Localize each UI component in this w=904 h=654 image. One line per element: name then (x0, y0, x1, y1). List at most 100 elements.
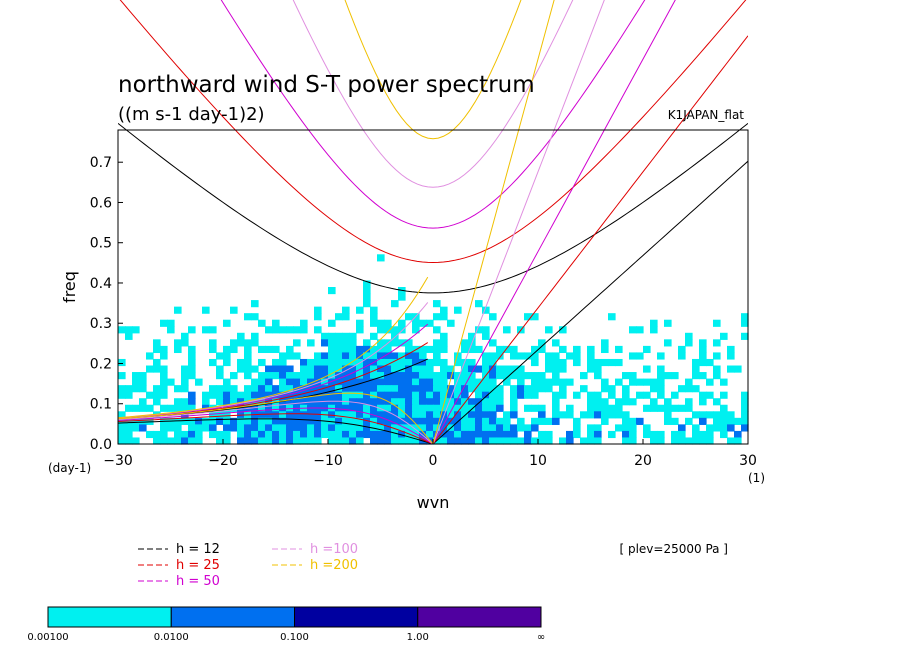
shade-cell (475, 391, 483, 399)
shade-cell (258, 437, 266, 445)
shade-cell (216, 398, 224, 406)
shade-cell (265, 372, 273, 380)
shade-cell (370, 391, 378, 399)
shade-cell (181, 378, 189, 386)
legend-item-h25: h = 25 (138, 558, 220, 573)
shade-cell (265, 326, 273, 334)
shade-cell (405, 398, 413, 406)
shade-cell (426, 411, 434, 419)
shade-cell (223, 352, 231, 360)
shade-cell (671, 372, 679, 380)
colorbar-label: 0.0100 (154, 632, 189, 643)
shade-cell (265, 404, 273, 412)
shade-cell (391, 352, 399, 360)
shade-cell (349, 365, 357, 373)
shade-cell (433, 417, 441, 425)
shade-cell (314, 372, 322, 380)
shade-cell (265, 437, 273, 445)
shade-cell (384, 404, 392, 412)
shade-cell (608, 411, 616, 419)
shade-cell (300, 398, 308, 406)
shade-cell (419, 430, 427, 439)
shade-cell (237, 365, 245, 373)
shade-cell (580, 385, 588, 393)
shade-cell (125, 424, 133, 432)
shade-cell (230, 385, 238, 393)
shade-cell (377, 319, 385, 327)
shade-cell (412, 430, 420, 439)
shade-cell (496, 391, 504, 399)
shade-cell (405, 358, 413, 367)
y-tick-label: 0.2 (90, 356, 112, 372)
shade-cell (293, 352, 301, 360)
shade-cell (482, 358, 490, 367)
shade-cell (559, 385, 567, 393)
shade-cell (475, 385, 483, 393)
shade-cell (349, 404, 357, 412)
shade-cell (202, 398, 210, 406)
shade-cell (405, 385, 413, 393)
shade-cell (440, 345, 448, 354)
shade-cell (363, 358, 371, 367)
shade-cell (223, 430, 231, 439)
shade-cell (475, 398, 483, 406)
shade-cell (622, 417, 630, 425)
shade-cell (475, 417, 483, 425)
shade-cell (272, 319, 280, 327)
shade-cell (321, 424, 329, 432)
shade-cell (328, 372, 336, 380)
shade-cell (587, 391, 595, 399)
shade-cell (209, 358, 217, 367)
shade-cell (118, 326, 126, 334)
shade-cell (538, 437, 546, 445)
shade-cell (489, 358, 497, 367)
shade-cell (426, 358, 434, 367)
shade-cell (342, 365, 350, 373)
shade-cell (468, 411, 476, 419)
shade-cell (342, 306, 350, 314)
shade-cell (426, 385, 434, 393)
shade-cell (391, 326, 399, 334)
shade-cell (510, 365, 518, 373)
shade-cell (139, 424, 147, 432)
shade-cell (741, 404, 749, 412)
shade-cell (678, 424, 686, 432)
shade-cell (181, 398, 189, 406)
shade-cell (356, 352, 364, 360)
shade-cell (356, 372, 364, 380)
shade-cell (209, 430, 217, 439)
shade-cell (468, 430, 476, 439)
shade-cell (125, 437, 133, 445)
shade-cell (643, 404, 651, 412)
shade-cell (601, 385, 609, 393)
shade-cell (356, 391, 364, 399)
shade-cell (125, 332, 133, 340)
shade-cell (335, 398, 343, 406)
x-tick-label: 30 (739, 453, 757, 469)
shade-cell (223, 358, 231, 367)
shade-cell (482, 365, 490, 373)
shade-cell (356, 326, 364, 334)
shade-cell (433, 352, 441, 360)
shade-cell (286, 398, 294, 406)
shade-cell (230, 398, 238, 406)
shade-cell (153, 385, 161, 393)
shade-cell (216, 411, 224, 419)
shade-cell (237, 339, 245, 347)
shade-cell (286, 352, 294, 360)
source-label: K1JAPAN_flat (668, 108, 745, 122)
shade-cell (223, 398, 231, 406)
shade-cell (349, 437, 357, 445)
shade-cell (286, 326, 294, 334)
shade-cell (363, 300, 371, 308)
shade-cell (293, 372, 301, 380)
shade-cell (146, 404, 154, 412)
shade-cell (391, 378, 399, 386)
shade-cell (251, 437, 259, 445)
shade-cell (433, 372, 441, 380)
shade-cell (321, 339, 329, 347)
shade-cell (440, 372, 448, 380)
shade-cell (258, 345, 266, 354)
shade-cell (517, 417, 525, 425)
shade-cell (517, 365, 525, 373)
